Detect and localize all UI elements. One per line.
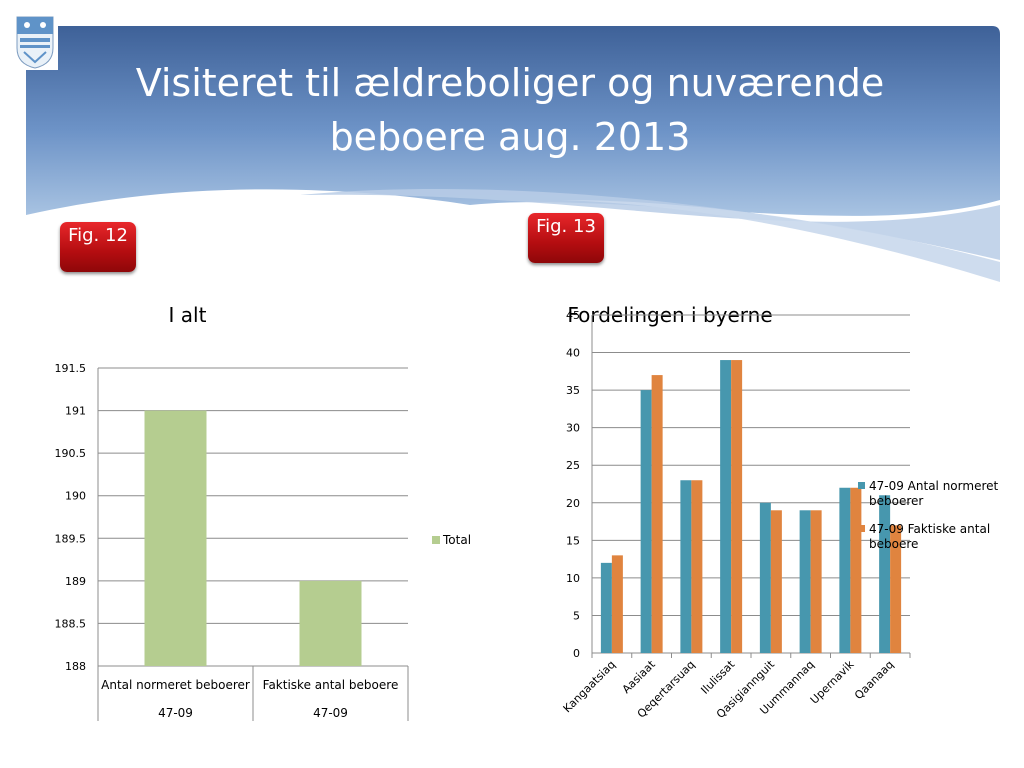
figure-badge-12-label: Fig. 12: [68, 225, 128, 246]
legend-swatch-series-1: [858, 482, 865, 489]
legend-swatch-series-2: [858, 525, 865, 532]
y-tick-label: 190.5: [55, 447, 87, 460]
x-category-label: Kangaatsiaq: [561, 658, 618, 715]
bar-series-1: [879, 495, 891, 653]
chart-title-total: I alt: [168, 303, 207, 327]
y-tick-label: 188: [65, 660, 86, 673]
chart-total: 188 188.5 189 189.5 190 190.5 191 191.5 Antal no…: [55, 362, 471, 721]
bar-series-1: [839, 487, 851, 653]
bar-series-1: [799, 510, 811, 653]
x-category-label: Qaanaaq: [852, 658, 896, 702]
legend-label-total: Total: [442, 533, 471, 547]
y-tick-label: 190: [65, 490, 86, 503]
y-tick-label: 5: [573, 609, 580, 622]
y-tick-label: 189.5: [55, 532, 87, 545]
y-tick-label: 0: [573, 647, 580, 660]
x-category-label: Ilulissat: [698, 657, 737, 696]
bar-series-2: [731, 360, 743, 653]
x-group-label: 47-09: [313, 706, 348, 720]
slide-title: Visiteret til ældreboliger og nuværende …: [135, 61, 885, 159]
header-banner: [26, 26, 1000, 282]
bar-series-2: [770, 510, 782, 653]
x-category-label: Upernavik: [808, 657, 857, 706]
bar-series-1: [759, 502, 771, 653]
y-tick-label: 25: [566, 459, 580, 472]
bar-series-2: [691, 480, 703, 653]
legend-label-series-1: 47-09 Antal normeret beboerer: [869, 479, 999, 508]
bar-total: [299, 580, 362, 666]
y-tick-label: 20: [566, 497, 580, 510]
x-category-label: Faktiske antal beboere: [263, 678, 399, 692]
x-category-label: Aasiaat: [620, 657, 659, 696]
legend-label-series-2: 47-09 Faktiske antal beboere: [869, 522, 990, 551]
y-tick-label: 15: [566, 534, 580, 547]
y-tick-label: 189: [65, 575, 86, 588]
bar-series-1: [680, 480, 692, 653]
bar-series-2: [611, 555, 623, 653]
x-group-label: 47-09: [158, 706, 193, 720]
y-tick-label: 30: [566, 422, 580, 435]
x-category-label: Antal normeret beboerer: [101, 678, 250, 692]
municipality-logo-icon: [12, 14, 58, 70]
figure-badge-13: Fig. 13: [528, 213, 604, 263]
bar-series-2: [850, 487, 862, 653]
y-tick-label: 188.5: [55, 617, 87, 630]
bar-series-2: [890, 525, 902, 653]
bar-series-2: [810, 510, 822, 653]
y-tick-label: 191.5: [55, 362, 87, 375]
bar-series-1: [600, 562, 612, 653]
bar-series-2: [651, 375, 663, 653]
y-tick-label: 40: [566, 347, 580, 360]
y-tick-label: 10: [566, 572, 580, 585]
figure-badge-13-label: Fig. 13: [536, 216, 596, 237]
figure-badge-12: Fig. 12: [60, 222, 136, 272]
bar-series-1: [720, 360, 732, 653]
legend-swatch-total: [432, 536, 440, 544]
bar-total: [144, 410, 207, 666]
bar-series-1: [640, 390, 652, 653]
y-tick-label: 35: [566, 384, 580, 397]
y-tick-label: 191: [65, 405, 86, 418]
y-tick-label: 45: [566, 309, 580, 322]
